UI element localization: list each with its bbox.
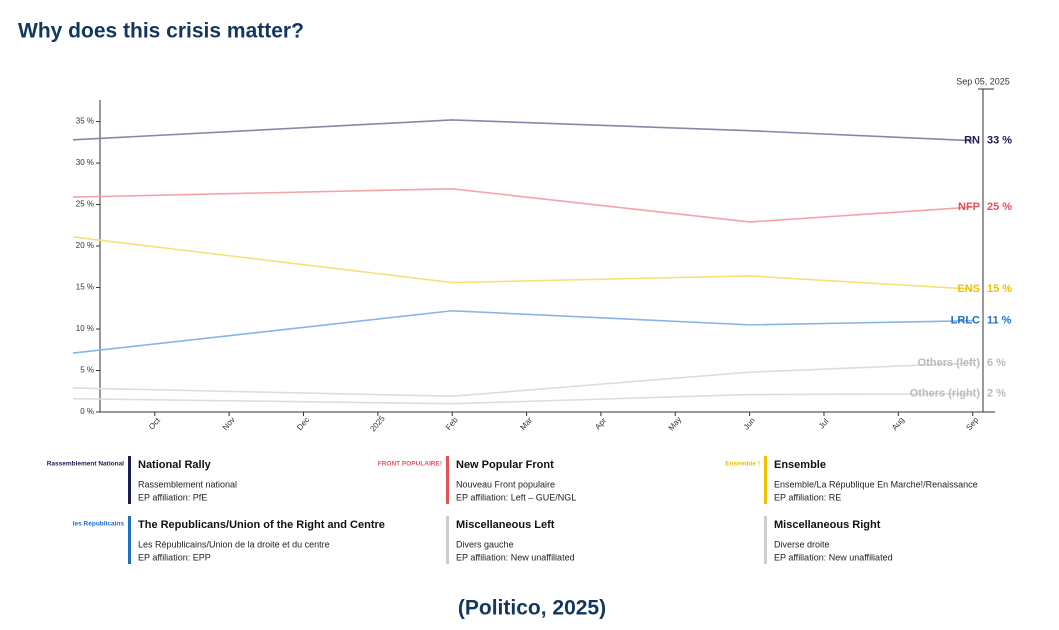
party-affiliation: EP affiliation: RE bbox=[774, 492, 841, 502]
x-tick-label: Oct bbox=[147, 415, 162, 431]
party-color-bar bbox=[764, 516, 767, 564]
y-tick-label: 15 % bbox=[76, 283, 94, 292]
y-tick-label: 0 % bbox=[80, 407, 94, 416]
series-name-label: Others (left) bbox=[918, 357, 981, 369]
series-value-label: 11 % bbox=[987, 315, 1012, 327]
party-subtitle: Ensemble/La République En Marche!/Renais… bbox=[774, 479, 978, 489]
party-name: Miscellaneous Right bbox=[774, 519, 881, 531]
series-line bbox=[72, 119, 973, 142]
party-color-bar bbox=[764, 456, 767, 504]
party-logo: les Républicains bbox=[73, 521, 125, 528]
x-tick-label: Nov bbox=[221, 415, 237, 432]
party-logo: Rassemblement National bbox=[47, 461, 124, 468]
x-tick-label: Dec bbox=[295, 415, 311, 432]
party-subtitle: Nouveau Front populaire bbox=[456, 479, 555, 489]
x-tick-label: Apr bbox=[593, 416, 608, 432]
party-logo: Ensemble ! bbox=[725, 461, 760, 468]
party-subtitle: Rassemblement national bbox=[138, 479, 237, 489]
party-name: Miscellaneous Left bbox=[456, 519, 555, 531]
x-tick-label: May bbox=[667, 415, 684, 432]
series-value-label: 33 % bbox=[987, 135, 1012, 147]
party-affiliation: EP affiliation: Left – GUE/NGL bbox=[456, 492, 576, 502]
party-affiliation: EP affiliation: PfE bbox=[138, 492, 207, 502]
y-tick-label: 20 % bbox=[76, 241, 94, 250]
party-color-bar bbox=[446, 456, 449, 504]
x-tick-label: Mar bbox=[518, 415, 534, 432]
series-line bbox=[72, 187, 973, 223]
party-logo: FRONT POPULAIRE! bbox=[378, 461, 442, 468]
x-tick-label: Sep bbox=[964, 415, 980, 432]
series-value-label: 2 % bbox=[987, 388, 1006, 400]
series-line bbox=[72, 362, 973, 398]
x-tick-label: Jun bbox=[742, 416, 757, 432]
date-marker-label: Sep 05, 2025 bbox=[956, 76, 1010, 86]
page-title: Why does this crisis matter? bbox=[18, 20, 304, 43]
series-name-label: LRLC bbox=[951, 315, 980, 327]
party-affiliation: EP affiliation: New unaffiliated bbox=[456, 552, 575, 562]
party-name: The Republicans/Union of the Right and C… bbox=[138, 519, 385, 531]
series-name-label: Others (right) bbox=[910, 388, 981, 400]
party-name: Ensemble bbox=[774, 459, 826, 471]
series-name-label: RN bbox=[964, 135, 980, 147]
x-tick-label: Jul bbox=[817, 417, 831, 431]
party-subtitle: Divers gauche bbox=[456, 539, 514, 549]
series-name-label: NFP bbox=[958, 201, 980, 213]
series-line bbox=[72, 236, 973, 290]
y-tick-label: 25 % bbox=[76, 200, 94, 209]
party-affiliation: EP affiliation: New unaffiliated bbox=[774, 552, 893, 562]
x-tick-label: 2025 bbox=[368, 414, 387, 434]
series-line bbox=[72, 392, 973, 405]
x-tick-label: Feb bbox=[444, 415, 460, 432]
y-tick-label: 35 % bbox=[76, 117, 94, 126]
party-subtitle: Diverse droite bbox=[774, 539, 830, 549]
series-value-label: 15 % bbox=[987, 283, 1012, 295]
y-tick-label: 5 % bbox=[80, 366, 94, 375]
y-tick-label: 30 % bbox=[76, 158, 94, 167]
party-subtitle: Les Républicains/Union de la droite et d… bbox=[138, 539, 330, 549]
party-affiliation: EP affiliation: EPP bbox=[138, 552, 211, 562]
party-name: National Rally bbox=[138, 459, 212, 471]
series-value-label: 25 % bbox=[987, 201, 1012, 213]
party-color-bar bbox=[446, 516, 449, 564]
series-value-label: 6 % bbox=[987, 357, 1006, 369]
party-name: New Popular Front bbox=[456, 459, 554, 471]
caption: (Politico, 2025) bbox=[458, 597, 606, 620]
series-line bbox=[72, 309, 973, 354]
party-color-bar bbox=[128, 516, 131, 564]
party-color-bar bbox=[128, 456, 131, 504]
y-tick-label: 10 % bbox=[76, 324, 94, 333]
series-name-label: ENS bbox=[957, 283, 980, 295]
x-tick-label: Aug bbox=[890, 415, 906, 432]
